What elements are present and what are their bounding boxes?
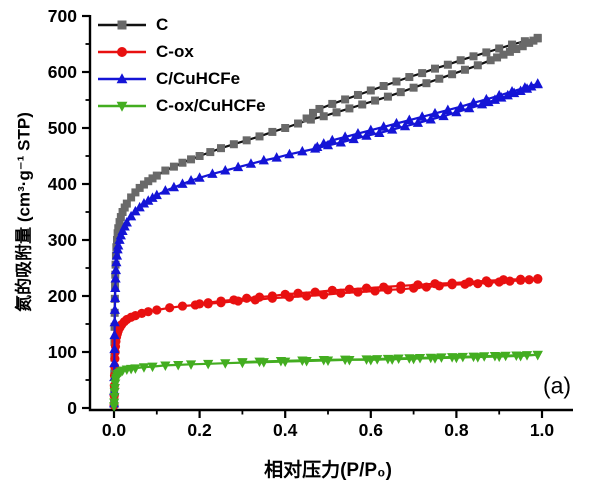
circle-marker-icon bbox=[96, 44, 148, 60]
svg-text:0.6: 0.6 bbox=[359, 420, 384, 440]
svg-text:0.0: 0.0 bbox=[102, 420, 127, 440]
svg-text:700: 700 bbox=[48, 6, 77, 26]
svg-text:0.8: 0.8 bbox=[444, 420, 469, 440]
svg-text:100: 100 bbox=[48, 342, 77, 362]
legend-item-c: C bbox=[96, 11, 266, 38]
legend-label: C bbox=[156, 15, 169, 34]
x-axis-title: 相对压力(P/P₀) bbox=[264, 460, 392, 481]
svg-text:400: 400 bbox=[48, 174, 77, 194]
triangle-up-marker-icon bbox=[96, 71, 148, 87]
svg-text:0.4: 0.4 bbox=[273, 420, 298, 440]
legend-item-c-cuhcfe: C/CuHCFe bbox=[96, 65, 266, 92]
svg-text:0: 0 bbox=[67, 398, 77, 418]
legend: C C-ox C/CuHCFe C-ox/CuHCFe bbox=[96, 11, 266, 119]
svg-text:300: 300 bbox=[48, 230, 77, 250]
legend-item-c-ox: C-ox bbox=[96, 38, 266, 65]
triangle-down-marker-icon bbox=[96, 98, 148, 114]
svg-text:500: 500 bbox=[48, 118, 77, 138]
square-marker-icon bbox=[96, 17, 148, 33]
y-axis-title: 氮的吸附量 (cm³·g⁻¹ STP) bbox=[14, 112, 34, 312]
svg-text:200: 200 bbox=[48, 286, 77, 306]
legend-label: C-ox bbox=[156, 42, 194, 61]
legend-item-c-ox-cuhcfe: C-ox/CuHCFe bbox=[96, 92, 266, 119]
svg-text:1.0: 1.0 bbox=[530, 420, 555, 440]
legend-label: C/CuHCFe bbox=[156, 69, 241, 88]
svg-text:0.2: 0.2 bbox=[187, 420, 212, 440]
panel-label: (a) bbox=[542, 372, 572, 399]
svg-text:600: 600 bbox=[48, 62, 77, 82]
legend-label: C-ox/CuHCFe bbox=[156, 96, 266, 115]
